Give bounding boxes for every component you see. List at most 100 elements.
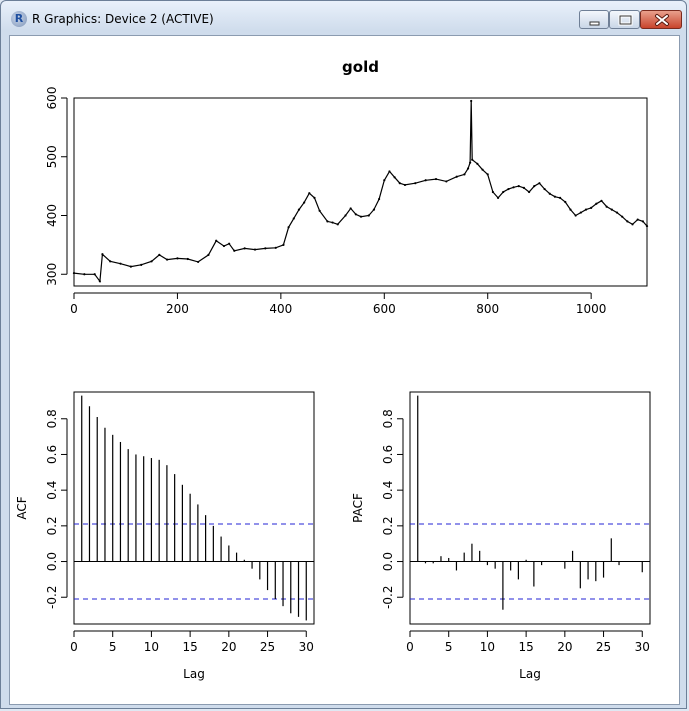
gold-price-point <box>466 167 470 170</box>
gold-price-point <box>222 244 226 248</box>
r-app-icon: R <box>11 11 27 27</box>
gold-price-point <box>543 187 546 191</box>
gold-price-point <box>186 257 189 261</box>
y-tick-label: 0.0 <box>381 552 395 571</box>
gold-price-point <box>165 258 169 261</box>
gold-price-point <box>434 177 438 181</box>
x-tick-label: 0 <box>406 640 414 654</box>
gold-price-point <box>398 182 401 185</box>
gold-price-point <box>507 187 510 191</box>
gold-price-point <box>393 176 396 179</box>
title-bar[interactable]: R R Graphics: Device 2 (ACTIVE) <box>1 1 686 35</box>
gold-price-point <box>615 211 619 214</box>
y-tick-label: 0.6 <box>381 445 395 464</box>
x-tick-label: 600 <box>373 302 396 316</box>
plot-area: 0 200 400 600 800 1000 300 400 500 600 gold 0 5 10 15 2… <box>9 35 680 705</box>
gold-price-point <box>215 239 218 242</box>
gold-price-point <box>197 260 200 264</box>
gold-price-point <box>636 218 639 221</box>
x-tick-label: 25 <box>260 640 275 654</box>
gold-price-point <box>336 223 339 226</box>
gold-price-point <box>176 257 179 260</box>
gold-price-point <box>496 196 500 199</box>
gold-price-point <box>383 179 386 182</box>
gold-price-point <box>367 214 370 217</box>
gold-price-point <box>445 180 448 183</box>
x-tick-label: 800 <box>476 302 499 316</box>
y-tick-label: -0.2 <box>45 586 59 609</box>
chart-title: gold <box>342 58 379 76</box>
y-tick-label: 0.8 <box>381 409 395 428</box>
gold-price-point <box>233 249 236 252</box>
x-tick-label: 20 <box>221 640 236 654</box>
plot-frame-2 <box>409 391 651 625</box>
gold-price-point <box>455 175 458 178</box>
gold-price-point <box>621 215 624 218</box>
close-button[interactable] <box>640 10 682 29</box>
gold-price-point <box>292 217 295 220</box>
gold-price-point <box>388 170 391 173</box>
gold-price-point <box>303 201 306 204</box>
gold-price-point <box>463 173 466 176</box>
y-tick-label: 0.6 <box>45 445 59 464</box>
x-tick-label: 10 <box>480 640 495 654</box>
gold-price-point <box>486 173 489 176</box>
gold-price-point <box>605 205 608 208</box>
gold-price-point <box>470 99 473 103</box>
gold-price-point <box>150 260 153 263</box>
maximize-icon <box>618 14 633 26</box>
y-tick-label: 0.2 <box>45 516 59 535</box>
gold-price-point <box>264 247 267 250</box>
y-tick-label: 0.8 <box>45 409 59 428</box>
gold-price-point <box>109 260 112 263</box>
x-tick-label: 5 <box>445 640 453 654</box>
gold-price-point <box>313 196 316 199</box>
x-tick-label: 200 <box>166 302 189 316</box>
gold-price-point <box>538 182 541 185</box>
y-tick-label: 500 <box>45 145 59 168</box>
y-axis-label: ACF <box>15 496 29 519</box>
gold-price-point <box>228 242 231 245</box>
gold-price-point <box>512 186 515 189</box>
gold-price-point <box>574 214 577 217</box>
gold-price-point <box>287 226 290 229</box>
gold-price-point <box>584 208 588 211</box>
gold-price-point <box>282 243 285 246</box>
gold-price-point <box>533 185 536 188</box>
plot-frame-1 <box>73 391 315 625</box>
x-tick-label: 0 <box>70 302 78 316</box>
gold-price-point <box>641 220 644 223</box>
y-tick-label: 0.4 <box>45 481 59 500</box>
y-tick-label: -0.2 <box>381 586 395 609</box>
plot-frame-0 <box>73 97 648 287</box>
y-tick-label: 400 <box>45 204 59 227</box>
y-tick-label: 600 <box>45 87 59 110</box>
x-tick-label: 30 <box>635 640 650 654</box>
gold-price-point <box>564 200 567 204</box>
minimize-button[interactable] <box>579 10 609 29</box>
gold-price-point <box>569 208 572 211</box>
gold-price-point <box>553 195 557 198</box>
gold-price-point <box>414 182 417 185</box>
y-axis-label: PACF <box>351 493 365 523</box>
gold-price-point <box>481 168 484 171</box>
gold-price-point <box>476 162 479 165</box>
gold-price-point <box>297 208 301 211</box>
maximize-button[interactable] <box>609 10 640 29</box>
gold-price-point <box>626 220 629 223</box>
gold-price-point <box>469 161 472 164</box>
x-tick-label: 25 <box>596 640 611 654</box>
gold-price-point <box>318 209 321 212</box>
gold-price-point <box>502 190 505 194</box>
gold-price-point <box>559 196 562 199</box>
gold-price-point <box>359 215 363 218</box>
x-tick-label: 400 <box>269 302 292 316</box>
gold-price-point <box>129 265 132 268</box>
y-tick-label: 0.0 <box>45 552 59 571</box>
x-tick-label: 15 <box>182 640 197 654</box>
x-tick-label: 0 <box>70 640 78 654</box>
gold-price-point <box>590 206 593 209</box>
gold-price-point <box>600 199 603 202</box>
